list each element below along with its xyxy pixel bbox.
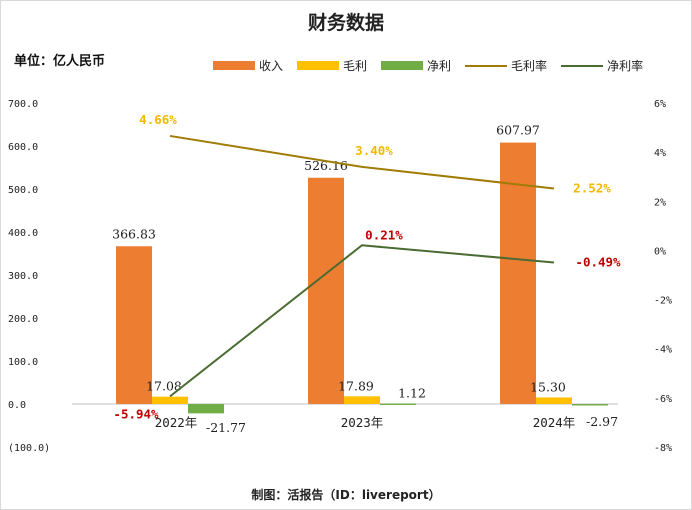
legend-item-net-margin: 净利率	[561, 57, 643, 74]
revenue-data-label: 366.83	[112, 226, 156, 241]
net-profit-bar	[380, 403, 416, 406]
legend-swatch-revenue	[213, 61, 255, 70]
left-tick-label: (100.0)	[8, 443, 50, 454]
legend-swatch-gross-profit	[297, 61, 340, 70]
legend-swatch-net-margin	[561, 64, 604, 67]
legend-label-net-profit: 净利	[427, 59, 452, 73]
right-tick-label: 2%	[654, 197, 666, 208]
left-tick-label: 400.0	[8, 228, 38, 239]
net-profit-data-label: -2.97	[586, 414, 618, 429]
net-profit-data-label: -21.77	[206, 420, 246, 435]
right-tick-label: -8%	[654, 443, 672, 454]
right-tick-label: -4%	[654, 345, 672, 356]
right-tick-label: 0%	[654, 246, 666, 257]
left-tick-label: 600.0	[8, 142, 38, 153]
chart-title: 财务数据	[307, 12, 384, 34]
legend: 收入 毛利 净利 毛利率 净利率	[213, 57, 657, 74]
net-profit-bar	[188, 404, 224, 414]
revenue-data-label: 607.97	[496, 123, 540, 138]
revenue-bar	[116, 246, 152, 404]
source-note: 制图：活报告（ID：livereport）	[251, 488, 441, 502]
legend-swatch-net-profit	[381, 61, 424, 70]
category-label: 2024年	[533, 415, 576, 430]
revenue-bar	[500, 142, 536, 404]
legend-label-net-margin: 净利率	[607, 59, 644, 73]
gross-profit-bar	[344, 396, 380, 404]
left-tick-label: 300.0	[8, 271, 38, 282]
gross-margin-data-label: 3.40%	[355, 143, 393, 158]
category-label: 2023年	[341, 415, 384, 430]
gross-margin-data-label: 4.66%	[139, 112, 177, 127]
revenue-bar	[308, 177, 344, 404]
gross-margin-line	[169, 134, 555, 190]
legend-swatch-gross-margin	[465, 64, 508, 67]
left-tick-label: 700.0	[8, 99, 38, 110]
net-margin-data-label: 0.21%	[365, 227, 403, 242]
left-tick-label: 500.0	[8, 185, 38, 196]
legend-item-gross-margin: 毛利率	[465, 57, 547, 74]
left-tick-label: 0.0	[8, 400, 26, 411]
legend-item-gross-profit: 毛利	[297, 57, 367, 74]
right-tick-label: 4%	[654, 148, 666, 159]
gross-margin-data-label: 2.52%	[573, 181, 611, 196]
gross-profit-data-label: 15.30	[530, 379, 566, 394]
net-profit-bar	[572, 404, 608, 406]
gross-profit-bar	[152, 396, 188, 404]
net-margin-data-label: -5.94%	[113, 406, 159, 421]
legend-item-revenue: 收入	[213, 57, 283, 74]
net-margin-data-label: -0.49%	[575, 254, 621, 269]
left-tick-label: 200.0	[8, 314, 38, 325]
right-tick-label: 6%	[654, 99, 666, 110]
right-tick-label: -6%	[654, 394, 672, 405]
left-tick-label: 100.0	[8, 357, 38, 368]
legend-label-revenue: 收入	[259, 59, 284, 73]
unit-label: 单位：亿人民币	[14, 54, 106, 69]
net-profit-data-label: 1.12	[398, 386, 426, 401]
revenue-data-label: 526.16	[304, 158, 348, 173]
gross-profit-bar	[536, 397, 572, 404]
right-tick-label: -2%	[654, 296, 672, 307]
net-margin-line	[169, 244, 555, 398]
legend-label-gross-profit: 毛利	[343, 59, 368, 73]
gross-profit-data-label: 17.08	[146, 379, 182, 394]
legend-label-gross-margin: 毛利率	[511, 59, 548, 73]
legend-item-net-profit: 净利	[381, 57, 451, 74]
gross-profit-data-label: 17.89	[338, 378, 374, 393]
category-label: 2022年	[155, 415, 198, 430]
